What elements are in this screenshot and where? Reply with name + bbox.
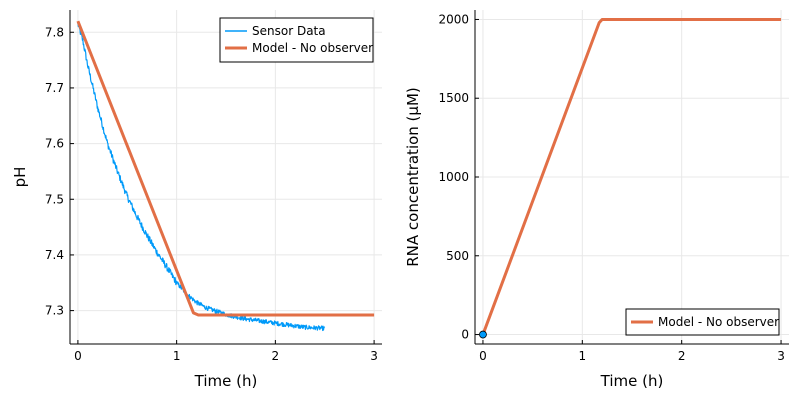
ph-legend-box: [219, 17, 374, 63]
rna-y-tick-label: 500: [446, 249, 469, 263]
ph-legend-label: Sensor Data: [252, 24, 326, 38]
rna-y-tick-label: 1000: [438, 170, 469, 184]
ph-x-tick-label: 2: [272, 349, 280, 363]
rna-y-tick-label: 0: [461, 328, 469, 342]
rna-y-tick-label: 2000: [438, 12, 469, 26]
ph-y-tick-label: 7.6: [45, 137, 64, 151]
ph-y-tick-label: 7.5: [45, 192, 64, 206]
ph-x-axis-label: Time (h): [194, 372, 258, 390]
rna-tick-labels: 0 1 2 3 0 500 1000 1500 2000: [438, 12, 784, 363]
ph-y-tick-label: 7.3: [45, 304, 64, 318]
rna-y-tick-label: 1500: [438, 91, 469, 105]
rna-x-tick-label: 3: [777, 349, 785, 363]
ph-legend-label: Model - No observer: [252, 41, 373, 55]
ph-chart-panel: 0 1 2 3 7.3 7.4 7.5 7.6 7.7 7.8 Time (h) pH Senso…: [11, 10, 382, 390]
ph-x-tick-label: 3: [370, 349, 378, 363]
rna-data-point-marker: [479, 330, 487, 339]
rna-series-model-no-observer-line: [481, 17, 782, 336]
ph-legend: Sensor Data Model - No observer: [219, 17, 374, 63]
rna-legend-label: Model - No observer: [658, 315, 779, 329]
ph-tick-labels: 0 1 2 3 7.3 7.4 7.5 7.6 7.7 7.8: [45, 25, 378, 363]
rna-legend: Model - No observer: [625, 308, 780, 336]
rna-grid: [475, 10, 789, 344]
ph-series-model-no-observer-line: [76, 20, 375, 317]
ph-y-tick-label: 7.8: [45, 25, 64, 39]
rna-x-tick-label: 0: [479, 349, 487, 363]
rna-chart-panel: 0 1 2 3 0 500 1000 1500 2000 Time (h) RNA concen…: [404, 10, 789, 390]
rna-x-axis-label: Time (h): [600, 372, 664, 390]
rna-y-axis-label: RNA concentration (μM): [404, 87, 422, 267]
ph-series-group: [76, 20, 375, 332]
ph-y-tick-label: 7.4: [45, 248, 64, 262]
ph-x-tick-label: 1: [173, 349, 181, 363]
ph-y-axis-label: pH: [11, 167, 29, 188]
ph-x-tick-label: 0: [74, 349, 82, 363]
rna-x-tick-label: 2: [678, 349, 686, 363]
rna-series-group: [479, 17, 782, 339]
rna-axes: [474, 10, 789, 345]
ph-y-tick-label: 7.7: [45, 81, 64, 95]
ph-axes: [69, 10, 382, 345]
rna-x-tick-label: 1: [578, 349, 586, 363]
ph-series-sensor-data-line: [77, 22, 326, 332]
